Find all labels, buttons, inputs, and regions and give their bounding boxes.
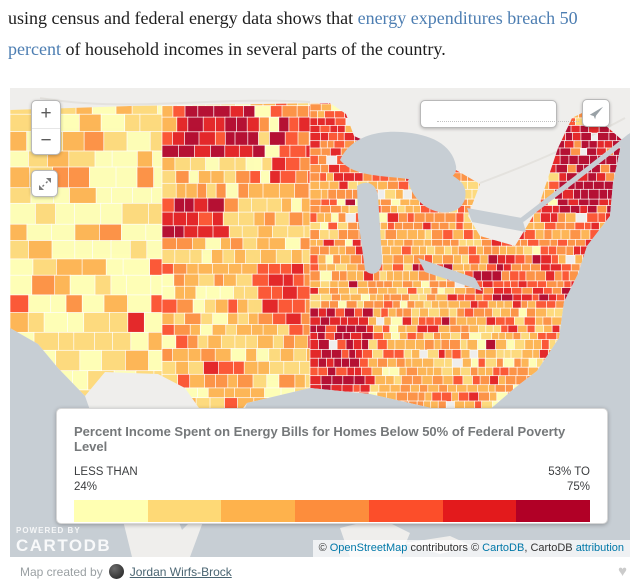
paper-plane-icon [589,106,604,120]
zoom-in-button[interactable]: + [40,103,52,124]
legend-min-label: LESS THAN 24% [74,466,138,493]
created-by-label: Map created by [20,564,103,579]
share-button[interactable] [582,99,610,127]
legend-swatch-4 [295,499,369,522]
st-lawrence-river [520,134,630,222]
legend-swatch-6 [442,499,517,522]
cartodb-link[interactable]: CartoDB [482,542,525,554]
author-link[interactable]: Jordan Wirfs-Brock [129,564,232,579]
search-input[interactable] [437,106,579,122]
zoom-out-button[interactable]: − [32,128,60,155]
map-legend: Percent Income Spent on Energy Bills for… [56,408,608,524]
legend-swatch-7 [516,499,591,522]
cartodb-wordmark: CARTODB [16,536,112,555]
cartodb-logo[interactable]: POWERED BY CARTODB [16,526,112,555]
attribution-text: © [318,542,330,554]
legend-swatch-1 [74,499,148,522]
map-search-box[interactable] [420,100,579,128]
attribution-text: contributors © [407,542,483,554]
road-line [39,97,311,106]
lake-erie [418,258,482,291]
map-attribution: © OpenStreetMap contributors © CartoDB, … [312,540,630,557]
zoom-control: + − [31,100,61,155]
attribution-link[interactable]: attribution [575,542,624,554]
article-text: using census and federal energy data sho… [8,0,632,65]
lake-superior [340,131,457,182]
lake-ontario [467,208,526,232]
legend-max-label: 53% TO 75% [548,466,590,493]
map-footer-bar: Map created by Jordan Wirfs-Brock ♥ [0,557,640,586]
powered-by-text: POWERED BY [16,526,81,535]
legend-color-bar [74,499,591,522]
legend-labels: LESS THAN 24% 53% TO 75% [74,465,590,495]
cartodb-map-canvas[interactable]: + − Percent [10,88,630,557]
author-avatar[interactable] [108,564,124,579]
legend-swatch-2 [147,499,222,522]
intro-text-before: using census and federal energy data sho… [8,8,358,28]
energy-expenditures-link[interactable]: energy expenditures breach 50 percent [8,8,578,59]
expand-arrows-icon [38,177,51,190]
openstreetmap-link[interactable]: OpenStreetMap [329,542,408,554]
like-heart-icon[interactable]: ♥ [618,563,627,580]
legend-swatch-3 [221,499,296,522]
legend-swatch-5 [368,499,443,522]
intro-text-after: of household incomes in several parts of… [60,39,446,59]
lake-michigan [357,182,383,274]
attribution-text: , CartoDB [524,542,576,554]
legend-title: Percent Income Spent on Energy Bills for… [74,424,566,454]
fullscreen-button[interactable] [31,170,58,197]
lake-huron [408,170,466,213]
creator-info: Map created by Jordan Wirfs-Brock [20,557,232,586]
